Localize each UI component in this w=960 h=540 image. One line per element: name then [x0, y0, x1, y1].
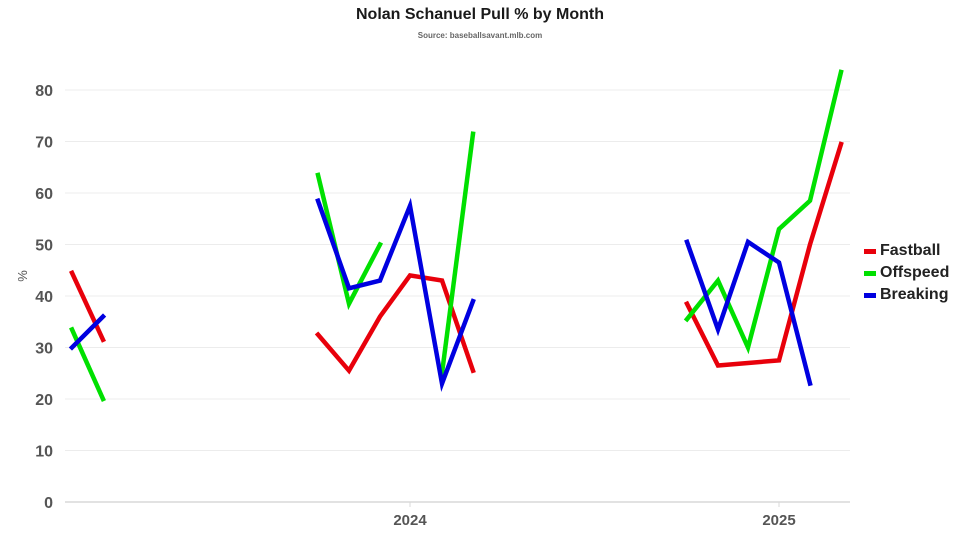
- fastball-line: [683, 141, 844, 368]
- y-axis-label: %: [15, 270, 30, 282]
- fastball-line: [314, 272, 476, 375]
- breaking-line: [684, 238, 813, 387]
- x-axis-ticks: 2024 2025: [393, 502, 796, 529]
- offspeed-line: [683, 69, 844, 355]
- chart-title: Nolan Schanuel Pull % by Month: [355, 6, 604, 23]
- series-lines: [68, 69, 844, 402]
- offspeed-line: [315, 172, 384, 311]
- legend-item-fastball[interactable]: Fastball: [864, 240, 949, 262]
- legend: Fastball Offspeed Breaking: [864, 240, 949, 306]
- offspeed-swatch-icon: [864, 270, 876, 276]
- breaking-swatch-icon: [864, 292, 876, 298]
- y-tick-label: 40: [35, 289, 53, 306]
- y-tick-label: 60: [35, 186, 53, 203]
- x-tick-label: 2025: [762, 512, 795, 529]
- offspeed-line: [439, 131, 476, 376]
- breaking-line: [315, 197, 476, 392]
- y-tick-label: 10: [35, 444, 53, 461]
- y-tick-label: 50: [35, 238, 53, 255]
- breaking-line: [68, 313, 107, 351]
- gridlines: [65, 89, 850, 503]
- legend-label: Breaking: [880, 286, 949, 303]
- legend-item-breaking[interactable]: Breaking: [864, 284, 949, 306]
- legend-label: Fastball: [880, 242, 941, 259]
- y-tick-label: 30: [35, 341, 53, 358]
- fastball-swatch-icon: [864, 248, 876, 254]
- chart-subtitle: Source: baseballsavant.mlb.com: [417, 31, 543, 40]
- legend-item-offspeed[interactable]: Offspeed: [864, 262, 949, 284]
- y-tick-label: 20: [35, 392, 53, 409]
- fastball-line: [69, 269, 106, 343]
- x-tick-label: 2024: [393, 512, 427, 529]
- y-tick-label: 0: [44, 495, 53, 512]
- y-tick-label: 70: [35, 135, 53, 152]
- y-tick-label: 80: [35, 83, 53, 100]
- y-axis-ticks: 0 10 20 30 40 50 60 70 80: [35, 83, 53, 512]
- legend-label: Offspeed: [880, 264, 950, 281]
